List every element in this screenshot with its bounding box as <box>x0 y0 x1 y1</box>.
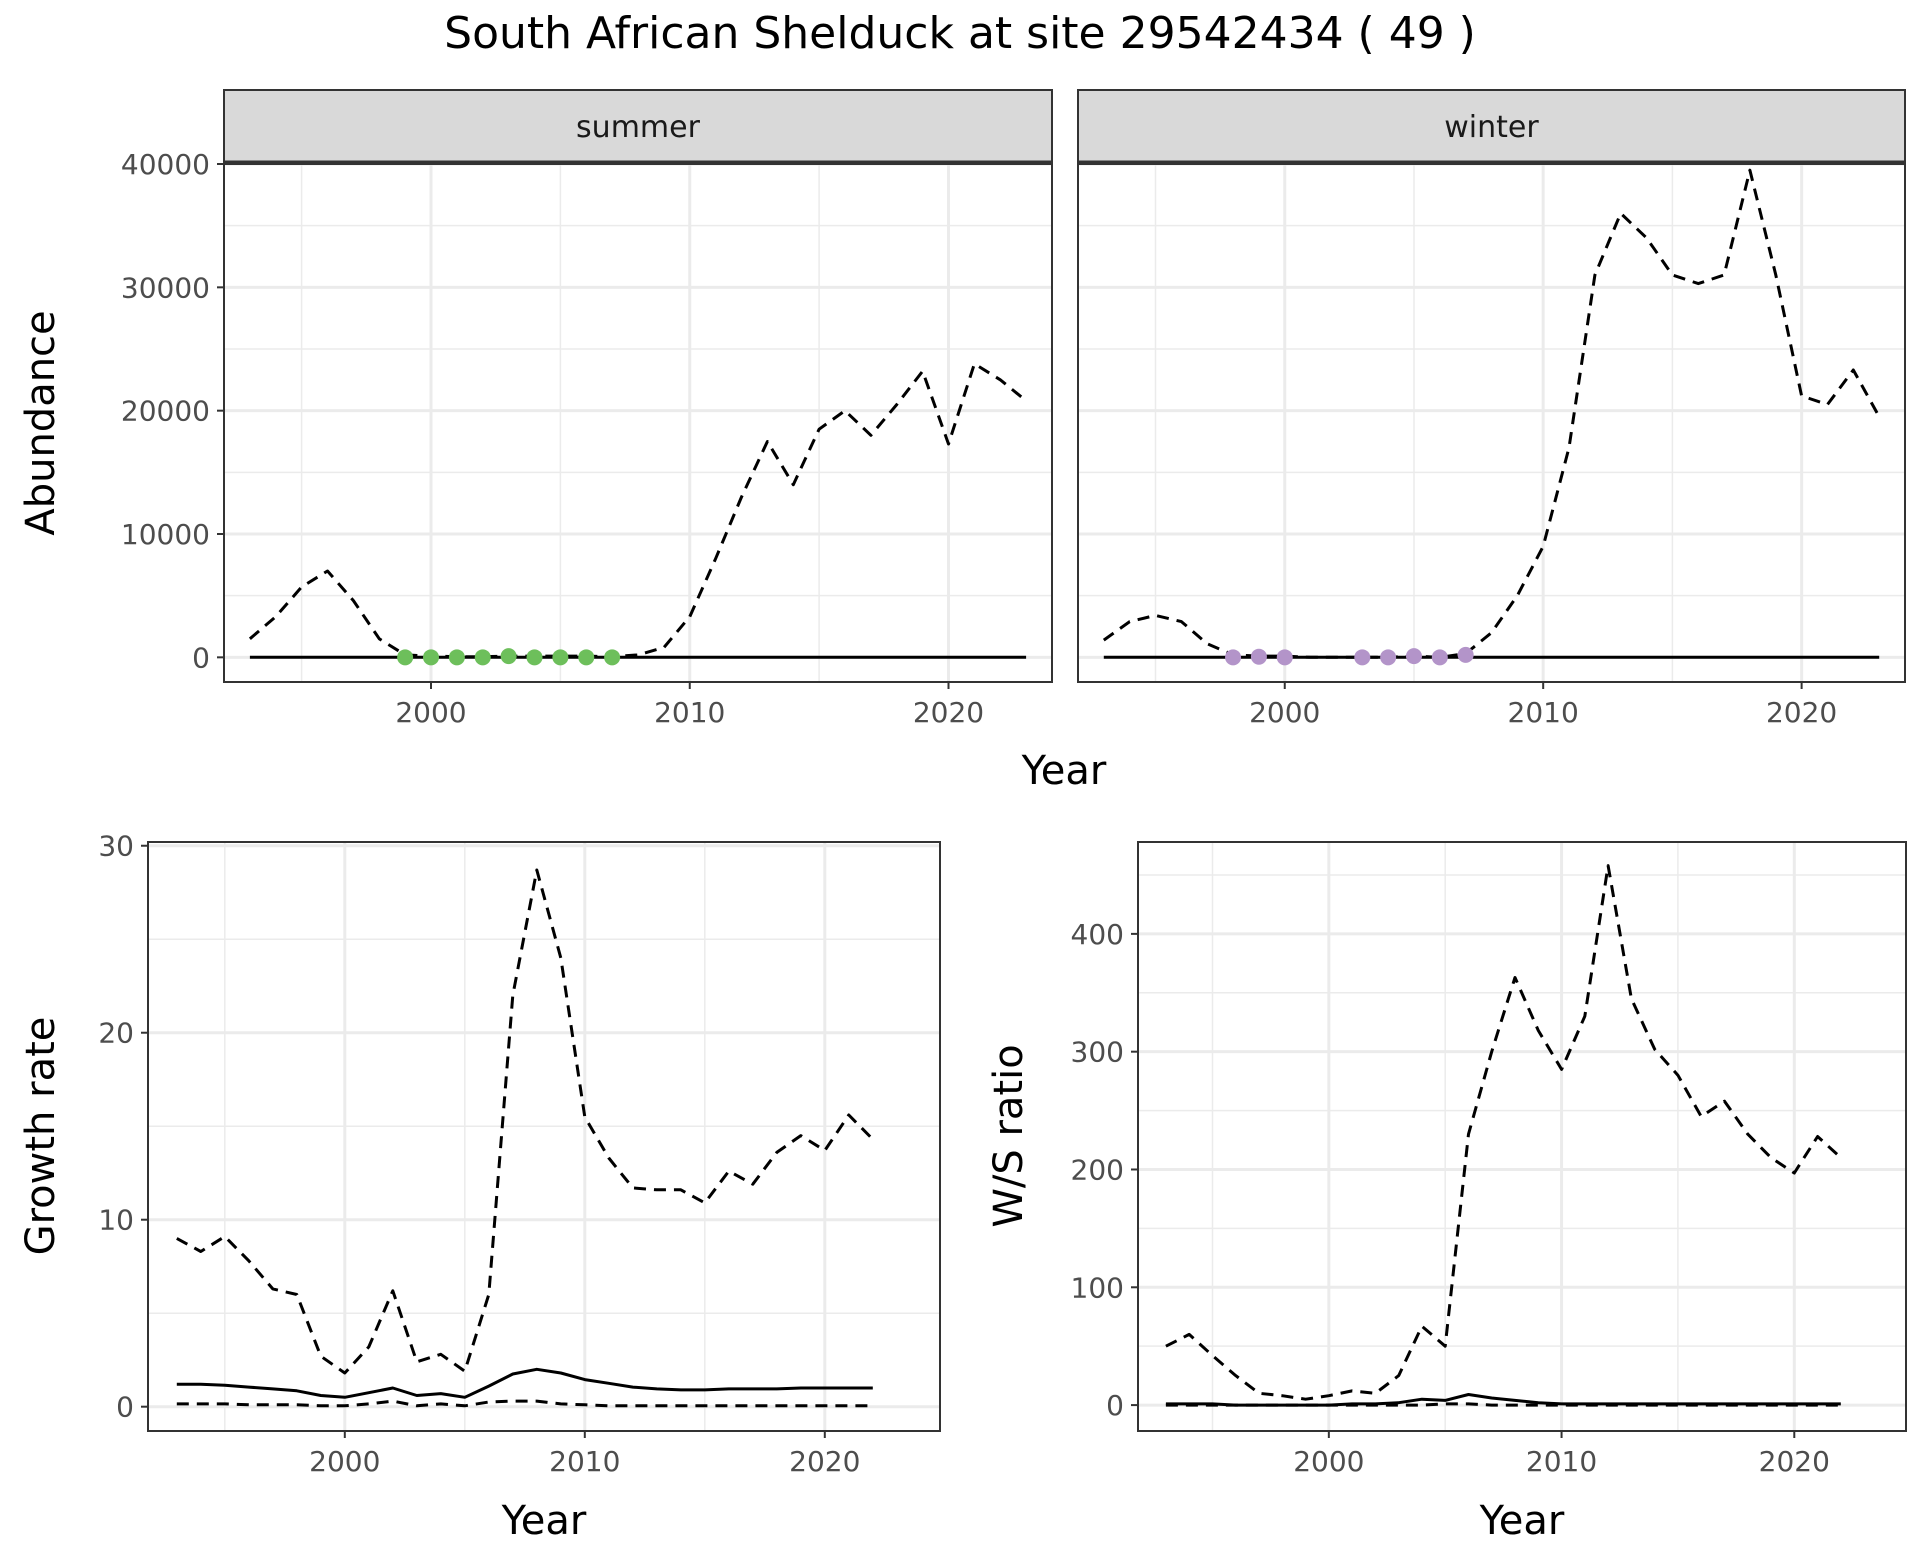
panel-0 <box>217 89 1053 689</box>
y-tick-label: 0 <box>116 1391 134 1424</box>
x-tick-label: 2020 <box>1759 1445 1830 1478</box>
series-line-solid <box>1165 1393 1841 1407</box>
x-tick-label: 2000 <box>1249 696 1320 729</box>
data-point <box>1405 648 1422 665</box>
panel-1 <box>1077 89 1906 689</box>
y-tick-label: 300 <box>1071 1036 1124 1069</box>
y-tick-label: 40000 <box>121 148 210 181</box>
panel-border <box>147 841 941 1432</box>
panel-3 <box>1131 841 1907 1438</box>
facet-strip <box>1077 89 1906 163</box>
x-tick-label: 2020 <box>789 1445 860 1478</box>
facet-strip <box>223 89 1053 163</box>
series-line-dashed <box>176 1399 873 1408</box>
data-point <box>604 649 621 666</box>
x-axis-title-abundance: Year <box>1021 748 1107 794</box>
chart-title: South African Shelduck at site 29542434 … <box>444 8 1476 59</box>
y-tick-label: 200 <box>1071 1153 1124 1186</box>
data-point <box>500 648 517 665</box>
data-point <box>1354 649 1371 666</box>
series-line-dashed <box>248 362 1028 659</box>
y-axis-title-growth: Growth rate <box>18 1017 64 1256</box>
x-tick-label: 2010 <box>654 696 725 729</box>
data-point <box>552 649 569 666</box>
data-point <box>526 649 543 666</box>
data-point <box>474 649 491 666</box>
data-point <box>1380 649 1397 666</box>
x-axis-title-ratio: Year <box>1479 1498 1565 1544</box>
y-tick-label: 20000 <box>121 395 210 428</box>
x-tick-label: 2000 <box>309 1445 380 1478</box>
series-line-dashed <box>176 868 874 1375</box>
panel-2 <box>141 841 941 1438</box>
series-line-dashed <box>1102 168 1881 659</box>
y-axis-title-ratio: W/S ratio <box>986 1044 1032 1227</box>
series-line-dashed <box>1165 864 1842 1401</box>
data-point <box>1457 646 1474 663</box>
data-point <box>397 649 414 666</box>
x-tick-label: 2020 <box>1766 696 1837 729</box>
facet-strip-label: summer <box>576 110 701 145</box>
data-point <box>1431 649 1448 666</box>
x-tick-label: 2000 <box>395 696 466 729</box>
data-point <box>1250 648 1267 665</box>
y-tick-label: 10000 <box>121 518 210 551</box>
panel-border <box>223 163 1053 683</box>
y-tick-label: 30 <box>98 830 134 863</box>
y-tick-label: 400 <box>1071 918 1124 951</box>
y-tick-label: 0 <box>1106 1389 1124 1422</box>
y-tick-label: 30000 <box>121 271 210 304</box>
data-point <box>578 649 595 666</box>
y-tick-label: 100 <box>1071 1271 1124 1304</box>
panel-border <box>1137 841 1907 1432</box>
series-line-dashed <box>1165 1402 1841 1407</box>
y-axis-title-abundance: Abundance <box>18 310 64 535</box>
data-point <box>423 649 439 666</box>
data-point <box>1276 649 1293 666</box>
x-tick-label: 2010 <box>1508 696 1579 729</box>
x-tick-label: 2010 <box>1526 1445 1597 1478</box>
y-tick-label: 20 <box>98 1017 134 1050</box>
facet-strip-label: winter <box>1444 110 1539 145</box>
x-tick-label: 2000 <box>1293 1445 1364 1478</box>
x-tick-label: 2010 <box>549 1445 620 1478</box>
y-tick-label: 0 <box>192 641 210 674</box>
x-tick-label: 2020 <box>913 696 984 729</box>
y-tick-label: 10 <box>98 1204 134 1237</box>
data-point <box>1225 649 1242 666</box>
series-line-solid <box>176 1367 873 1399</box>
x-axis-title-growth: Year <box>501 1498 587 1544</box>
panel-border <box>1077 163 1906 683</box>
data-point <box>448 649 465 666</box>
